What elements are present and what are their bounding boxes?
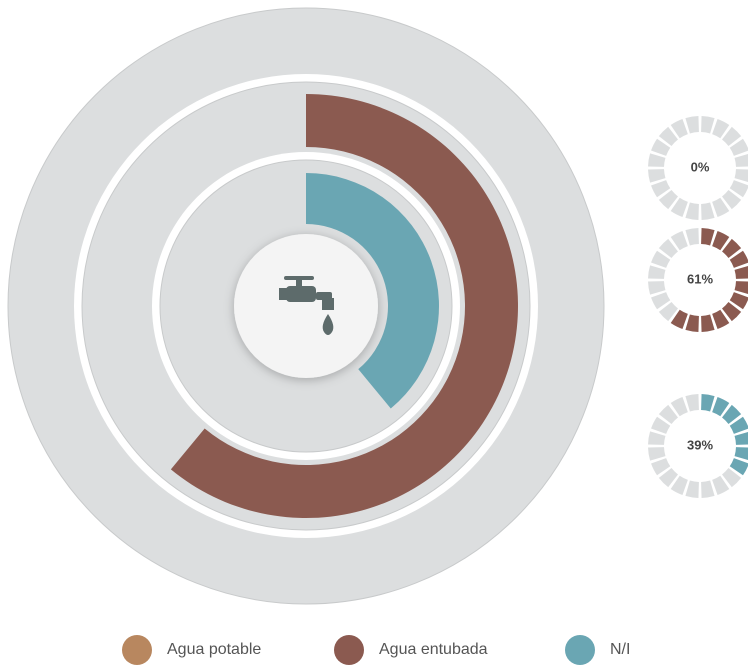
gauge-segment [648, 153, 666, 167]
bars [170, 94, 518, 518]
gauge-segment [712, 309, 730, 329]
gauge-segment [729, 458, 748, 476]
gauges: 0% 61% 39% [648, 116, 748, 498]
gauge-segment [658, 468, 678, 488]
gauge-bg [666, 412, 734, 480]
gauge-segment [685, 480, 699, 498]
gauge-fill [670, 228, 748, 332]
gauge-segment [670, 197, 688, 217]
gauge-segment [734, 447, 748, 461]
gauge-segment [651, 180, 671, 198]
gauge-segment [648, 447, 666, 461]
gauge-segment [658, 238, 678, 258]
gauge-segment [729, 138, 748, 156]
gauge-segment [648, 265, 666, 279]
gauge-segment [658, 126, 678, 146]
gauge-segment [722, 302, 742, 322]
gauge-segment [670, 475, 688, 495]
legend-label: Agua entubada [379, 641, 488, 658]
radial-bar [306, 173, 440, 409]
legend-swatch [122, 635, 152, 665]
gauge-label: 39% [687, 437, 713, 452]
gauge-segment [651, 138, 671, 156]
faucet-icon [279, 276, 334, 335]
gauge-segment [685, 202, 699, 220]
gauge-segment [648, 281, 666, 295]
gauge-segment [701, 480, 715, 498]
gauge-segment [651, 458, 671, 476]
gauge-segment [722, 468, 742, 488]
gauge: 39% [648, 394, 748, 498]
gauge-segment [658, 190, 678, 210]
gauge-segment [712, 119, 730, 139]
gauge-segment [685, 228, 699, 246]
legend-swatch [565, 635, 595, 665]
gauge-segment [658, 302, 678, 322]
gauge-segment [734, 431, 748, 445]
gauge-fill [701, 394, 748, 476]
gauge-segment [729, 416, 748, 434]
gauge-segment [712, 231, 730, 251]
gauge-segment [722, 126, 742, 146]
gauge-label: 61% [687, 271, 713, 286]
gauge-segment [651, 292, 671, 310]
gauge-segment [734, 265, 748, 279]
gauge-segment [651, 416, 671, 434]
gauge: 61% [648, 228, 748, 332]
gauge-segment [729, 250, 748, 268]
gauge-segment [701, 394, 715, 412]
gauge-segment [701, 116, 715, 134]
gauge-segment [729, 292, 748, 310]
radial-bar [170, 94, 518, 518]
gauge-segment [712, 397, 730, 417]
gauge-segment [685, 314, 699, 332]
gauge-segment [670, 119, 688, 139]
gauge-segment [734, 281, 748, 295]
legend-swatch [334, 635, 364, 665]
gauge-segment [648, 169, 666, 183]
gauge-bg [666, 246, 734, 314]
gauge-segment [722, 404, 742, 424]
gauge-segment [712, 197, 730, 217]
gauge-segment [670, 231, 688, 251]
gauge-segment [648, 431, 666, 445]
gauge-segment [712, 475, 730, 495]
gauge-segment [685, 394, 699, 412]
gauge-segment [658, 404, 678, 424]
legend: Agua potable Agua entubada N/I [122, 635, 630, 665]
legend-label: N/I [610, 641, 630, 658]
gauge-segment [734, 169, 748, 183]
gauge-segment [651, 250, 671, 268]
gauge-segment [701, 314, 715, 332]
legend-label: Agua potable [167, 641, 261, 658]
center-disc [234, 234, 378, 378]
gauge-bg [666, 134, 734, 202]
gauge-segment [722, 190, 742, 210]
gauge-segment [701, 228, 715, 246]
gauge-segment [670, 397, 688, 417]
gauge-segment [722, 238, 742, 258]
gauge-segment [734, 153, 748, 167]
gauge-segment [729, 180, 748, 198]
gauge-segment [670, 309, 688, 329]
gauge: 0% [648, 116, 748, 220]
gauge-segment [701, 202, 715, 220]
gauge-segment [685, 116, 699, 134]
gauge-label: 0% [691, 159, 710, 174]
